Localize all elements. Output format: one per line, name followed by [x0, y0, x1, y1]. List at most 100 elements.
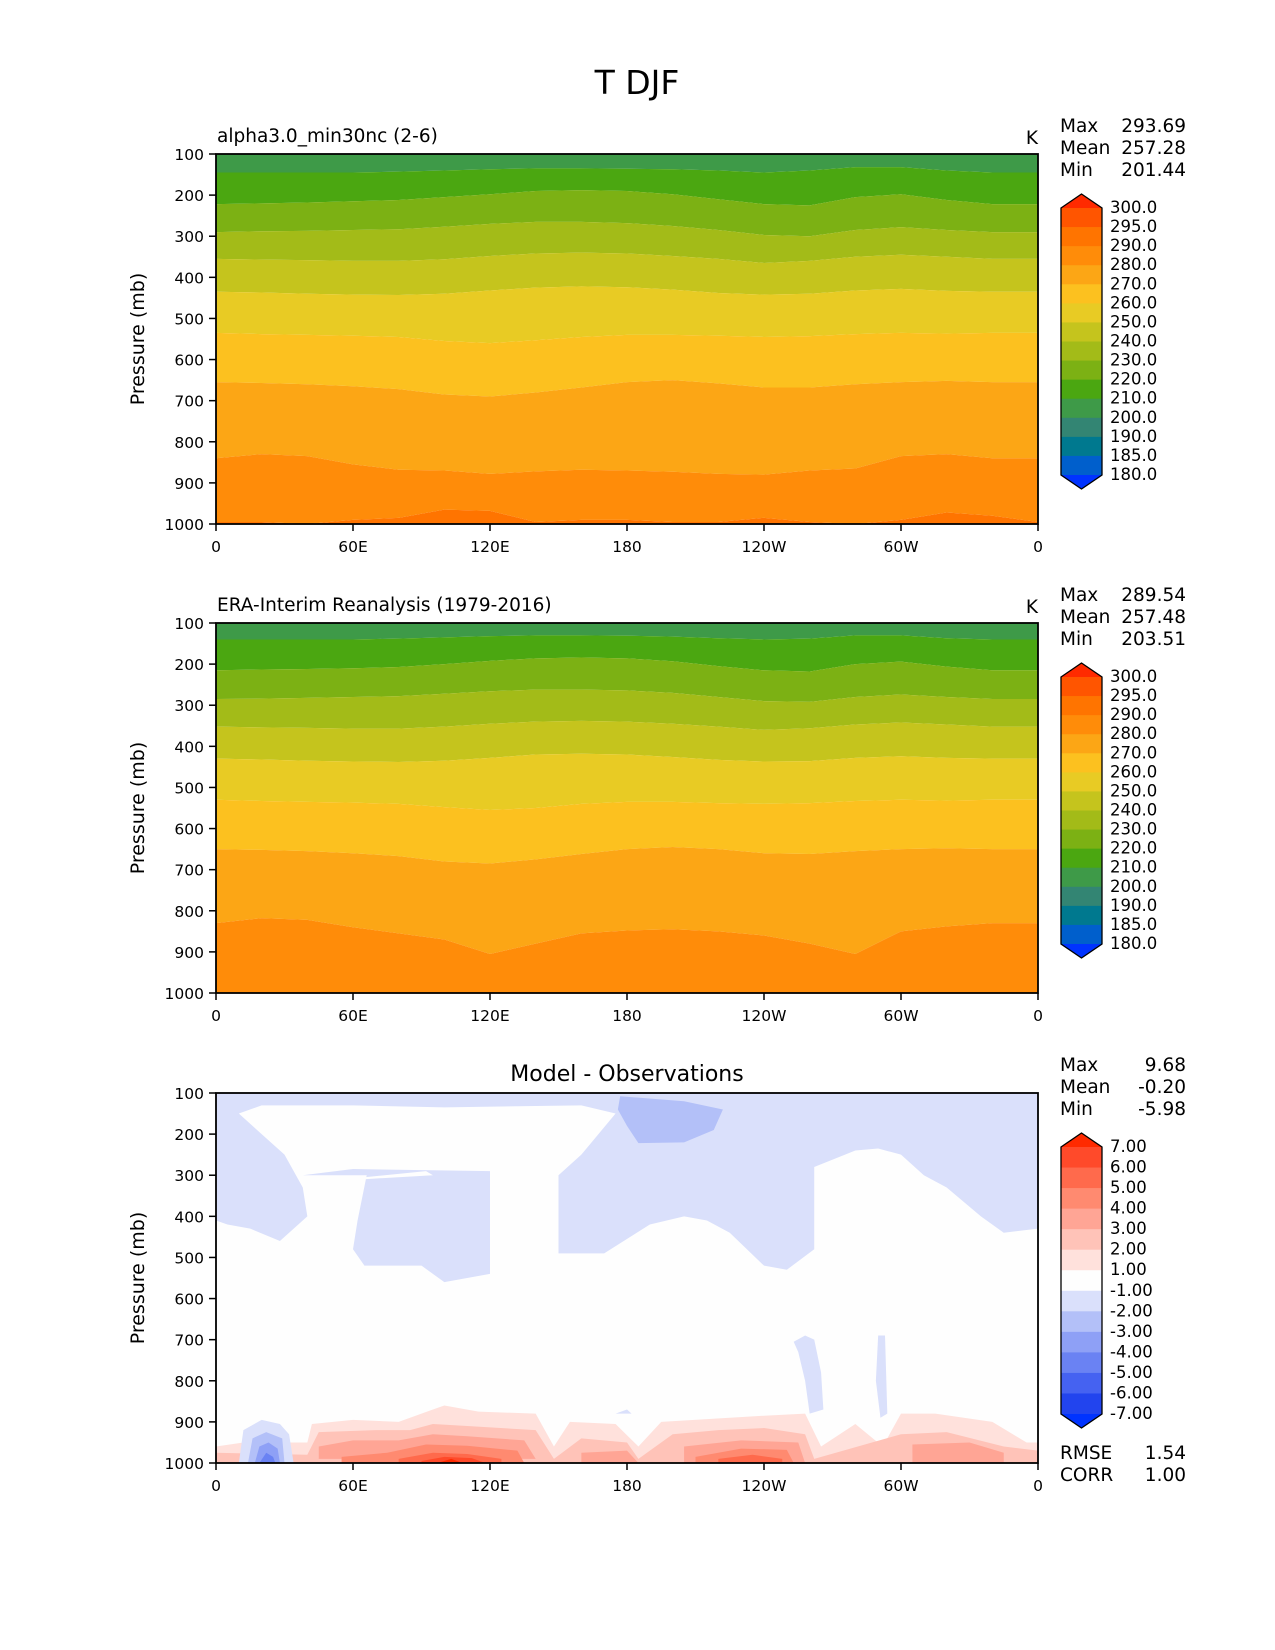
colorbar-segment	[1061, 924, 1102, 945]
colorbar-segment	[1061, 398, 1102, 419]
contour-band	[216, 799, 1038, 864]
colorbar-segment	[1061, 1167, 1102, 1189]
contour-band	[216, 918, 1038, 993]
colorbar-segment	[1061, 208, 1102, 228]
contour-band	[216, 623, 1038, 640]
metric-rmse-label: RMSE	[1060, 1443, 1112, 1464]
panel-title: ERA-Interim Reanalysis (1979-2016)	[217, 595, 552, 616]
warm-bias-region	[581, 1450, 639, 1463]
colorbar-segment	[1061, 303, 1102, 324]
colorbar-tick-label: 180.0	[1110, 934, 1157, 953]
colorbar-tick-label: 295.0	[1110, 217, 1157, 236]
contour-band	[216, 221, 1038, 263]
colorbar-segment	[1061, 246, 1102, 266]
cold-bias-region	[302, 1169, 490, 1283]
y-tick-label: 900	[174, 475, 204, 493]
x-tick-label: 120E	[470, 1477, 509, 1495]
colorbar-segment	[1061, 1208, 1102, 1230]
y-tick-label: 600	[174, 821, 204, 839]
x-tick-label: 0	[211, 1477, 221, 1495]
units-label: K	[1026, 597, 1039, 618]
colorbar-outline	[1060, 1132, 1103, 1429]
colorbar-segment	[1061, 791, 1102, 812]
colorbar-tick-label: 220.0	[1110, 839, 1157, 858]
stat-mean-label: Mean	[1060, 138, 1110, 159]
colorbar-tick-label: 240.0	[1110, 801, 1157, 820]
contour-band	[216, 190, 1038, 237]
y-tick-label: 100	[174, 1085, 204, 1103]
x-tick-label: 60E	[338, 538, 368, 556]
colorbar-tick-label: 300.0	[1110, 667, 1157, 686]
y-tick-label: 400	[174, 738, 204, 756]
colorbar-tick-label: 280.0	[1110, 724, 1157, 743]
colorbar-segment	[1061, 696, 1102, 716]
y-axis-label: Pressure (mb)	[127, 742, 149, 875]
x-tick-label: 60W	[883, 538, 918, 556]
cold-bias-streak	[615, 1409, 632, 1414]
y-tick-label: 600	[174, 1291, 204, 1309]
contour-band	[216, 252, 1038, 296]
stat-min-value: -5.98	[1138, 1099, 1186, 1120]
y-tick-label: 400	[174, 1208, 204, 1226]
colorbar-segment	[1061, 227, 1102, 247]
x-tick-label: 60E	[338, 1007, 368, 1025]
colorbar-tick-label: 295.0	[1110, 686, 1157, 705]
y-tick-label: 300	[174, 228, 204, 246]
stat-max-value: 289.54	[1121, 585, 1186, 606]
metric-rmse-value: 1.54	[1145, 1443, 1186, 1464]
colorbar-outline	[1060, 193, 1103, 490]
stat-min-label: Min	[1060, 160, 1093, 181]
panel-difference: 100 200 300 400 500 600 700 800 900 1000 0 60E 120E 1…	[127, 1055, 1186, 1495]
contour-field	[216, 154, 1038, 524]
colorbar-extend-min	[1061, 1414, 1102, 1428]
warm-bias-region	[718, 1454, 783, 1463]
colorbar-tick-label: 185.0	[1110, 915, 1157, 934]
cold-bias-region	[216, 1093, 1038, 1270]
panel-title: Model - Observations	[510, 1062, 743, 1087]
x-tick-label: 60E	[338, 1477, 368, 1495]
x-tick-label: 120W	[742, 1007, 787, 1025]
colorbar-tick-label: 280.0	[1110, 255, 1157, 274]
colorbar-tick-label: 4.00	[1110, 1199, 1147, 1218]
colorbar-segment	[1061, 436, 1102, 457]
colorbar-segment	[1061, 848, 1102, 869]
stat-max-label: Max	[1060, 1055, 1098, 1076]
colorbar-extend-max	[1061, 194, 1102, 208]
y-tick-label: 800	[174, 1373, 204, 1391]
colorbar-tick-label: 3.00	[1110, 1219, 1147, 1238]
colorbar-segment	[1061, 1249, 1102, 1271]
colorbar-segment	[1061, 715, 1102, 735]
colorbar-segment	[1061, 1270, 1102, 1292]
surface-cold-region	[259, 1452, 276, 1463]
colorbar-segment	[1061, 1372, 1102, 1395]
y-tick-label: 700	[174, 1332, 204, 1350]
contour-band	[216, 286, 1038, 344]
contour-band	[216, 332, 1038, 397]
colorbar-tick-label: -4.00	[1110, 1342, 1153, 1361]
contour-band	[216, 753, 1038, 811]
colorbar-segment	[1061, 1352, 1102, 1374]
warm-bias-region	[437, 1458, 463, 1463]
colorbar-tick-label: 1.00	[1110, 1260, 1147, 1279]
y-tick-label: 100	[174, 615, 204, 633]
colorbar-segment	[1061, 322, 1102, 343]
y-tick-label: 900	[174, 944, 204, 962]
contour-band	[216, 720, 1038, 762]
contour-band	[216, 689, 1038, 730]
colorbar-tick-label: 260.0	[1110, 762, 1157, 781]
colorbar-tick-label: -2.00	[1110, 1301, 1153, 1320]
cold-bias-streak	[793, 1335, 824, 1414]
colorbar-segment	[1061, 772, 1102, 793]
neutral-region	[362, 1171, 433, 1180]
colorbar-tick-label: 190.0	[1110, 896, 1157, 915]
cold-bias-streak	[875, 1335, 888, 1418]
colorbar-tick-label: 260.0	[1110, 293, 1157, 312]
colorbar-tick-label: 210.0	[1110, 389, 1157, 408]
colorbar-extend-min	[1061, 944, 1102, 958]
stat-mean-value: 257.48	[1121, 607, 1186, 628]
colorbar-tick-label: 290.0	[1110, 236, 1157, 255]
y-tick-label: 300	[174, 1167, 204, 1185]
y-tick-label: 900	[174, 1414, 204, 1432]
panel-model: 100 200 300 400 500 600 700 800 900 1000 0 60E 120E 1…	[127, 116, 1186, 556]
